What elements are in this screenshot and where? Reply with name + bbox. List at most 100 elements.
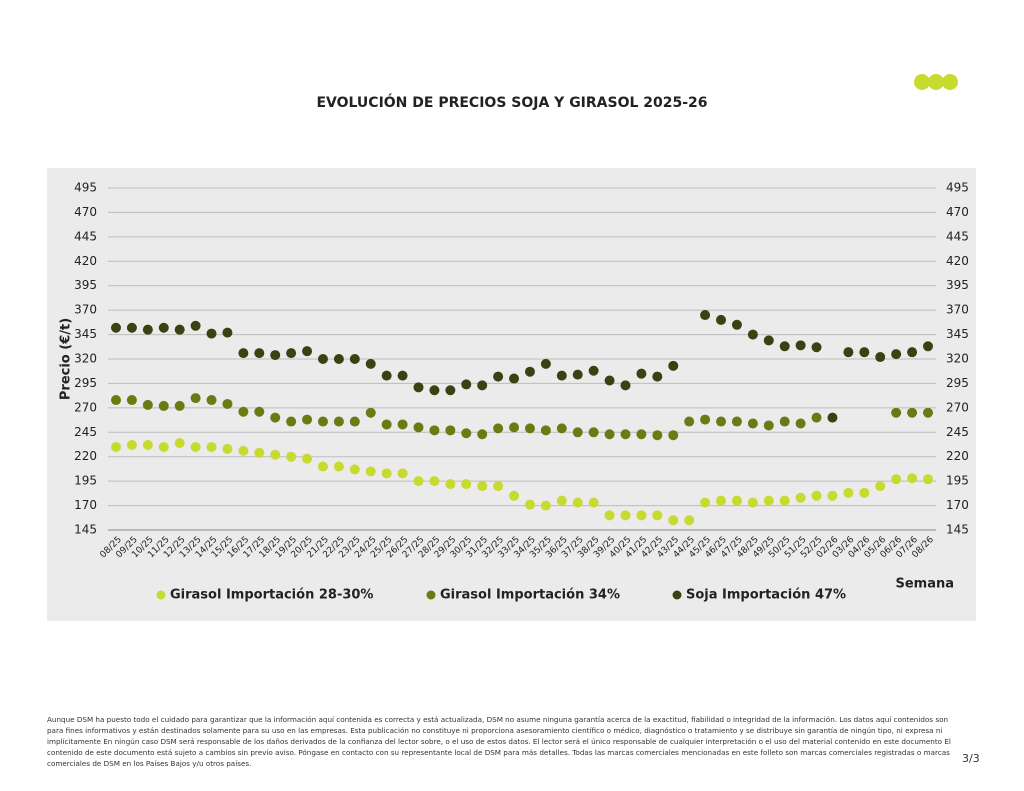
data-point [190,320,201,331]
data-point [286,348,297,359]
data-point [827,490,838,501]
data-point [795,418,806,429]
data-point [731,319,742,330]
y2-tick-label: 395 [946,278,969,292]
data-point [811,490,822,501]
data-point [302,346,313,357]
data-point [126,439,137,450]
data-point [509,422,520,433]
y-tick-label: 195 [74,474,97,488]
data-point [620,380,631,391]
data-point [588,497,599,508]
data-point [604,510,615,521]
legend-marker [672,590,682,600]
data-point [381,468,392,479]
y2-tick-label: 470 [946,205,969,219]
data-point [317,354,328,364]
y-tick-label: 295 [74,376,97,390]
data-point [222,327,233,338]
data-point [524,423,535,434]
y2-tick-label: 345 [946,327,969,341]
data-point [747,418,758,429]
data-point [795,340,806,351]
y2-tick-label: 295 [946,376,969,390]
data-point [509,373,520,384]
data-point [206,328,217,339]
y-tick-label: 270 [74,400,97,414]
data-point [270,412,281,423]
data-point [381,419,392,430]
data-point [636,510,647,521]
data-point [620,510,631,521]
disclaimer: Aunque DSM ha puesto todo el cuidado par… [47,715,951,768]
page-number: 3/3 [962,752,980,765]
y2-tick-label: 370 [946,303,969,317]
data-point [572,369,583,380]
data-point [174,438,185,449]
y2-tick-label: 420 [946,254,969,268]
chart-title: EVOLUCIÓN DE PRECIOS SOJA Y GIRASOL 2025… [316,93,707,111]
data-point [556,495,567,506]
data-point [556,423,567,434]
data-point [111,322,121,333]
data-point [286,416,297,427]
data-point [461,479,472,490]
data-point [493,481,504,492]
data-point [174,324,185,335]
legend-label: Soja Importación 47% [686,588,846,603]
data-point [333,354,344,364]
data-point [716,495,727,506]
data-point [445,385,456,396]
data-point [556,370,567,381]
data-point [126,395,137,406]
data-point [509,490,520,501]
data-point [763,335,774,346]
data-point [333,461,344,472]
data-point [923,474,933,485]
data-point [891,349,902,360]
legend-label: Girasol Importación 34% [440,588,620,603]
data-point [429,385,440,396]
data-point [206,441,217,452]
y2-tick-label: 445 [946,229,969,243]
data-point [524,499,535,510]
data-point [365,466,376,477]
data-point [111,395,121,406]
y-tick-label: 145 [74,523,97,537]
data-point [811,342,822,353]
data-point [572,497,583,508]
data-point [397,468,408,479]
data-point [493,371,504,382]
data-point [349,416,360,427]
data-point [302,453,313,464]
data-point [254,348,265,359]
data-point [540,358,551,369]
logo-dot [914,74,930,90]
data-point [716,314,727,325]
data-point [747,497,758,508]
y-tick-label: 445 [74,229,97,243]
data-point [652,371,663,382]
legend-marker [426,590,436,600]
y-tick-label: 345 [74,327,97,341]
data-point [540,500,551,511]
y-tick-label: 245 [74,425,97,439]
data-point [317,416,328,427]
data-point [413,422,424,433]
data-point [811,412,822,423]
data-point [795,492,806,503]
data-point [381,370,392,381]
data-point [588,365,599,376]
data-point [827,412,838,423]
data-point [302,414,313,425]
data-point [668,515,679,526]
data-point [891,407,902,418]
data-point [142,399,153,410]
y-tick-label: 420 [74,254,97,268]
data-point [716,416,727,427]
data-point [429,425,440,436]
data-point [477,380,488,391]
data-point [588,427,599,438]
data-point [445,479,456,490]
